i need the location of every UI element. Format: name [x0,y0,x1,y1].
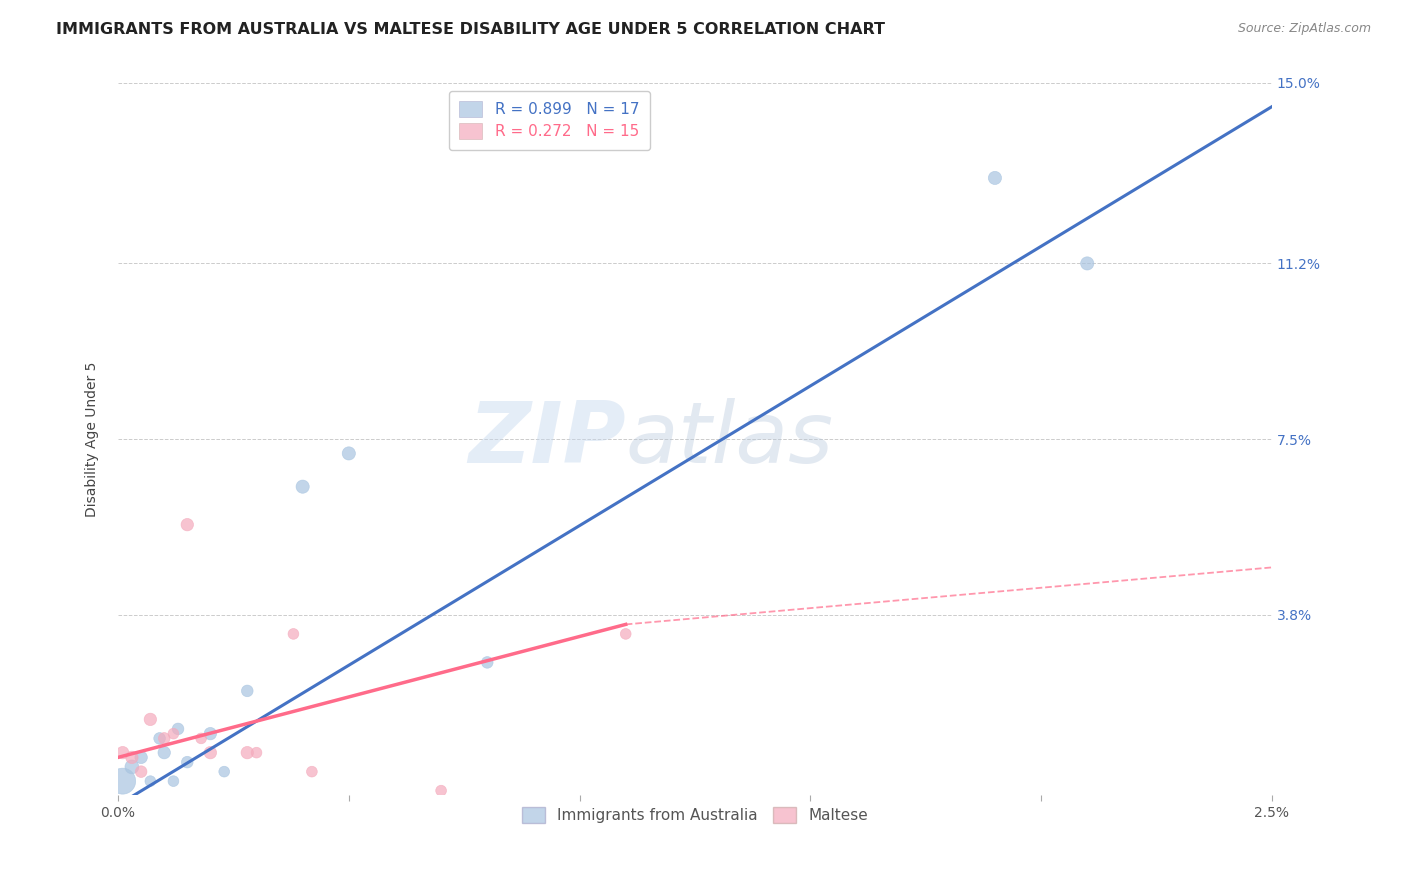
Point [121,760,143,774]
Point [149,731,172,746]
Legend: Immigrants from Australia, Maltese: Immigrants from Australia, Maltese [512,797,879,834]
Y-axis label: Disability Age Under 5: Disability Age Under 5 [86,361,100,516]
Point [245,746,267,760]
Point [153,746,176,760]
Text: Source: ZipAtlas.com: Source: ZipAtlas.com [1237,22,1371,36]
Point [129,764,152,779]
Point [200,726,222,740]
Text: IMMIGRANTS FROM AUSTRALIA VS MALTESE DISABILITY AGE UNDER 5 CORRELATION CHART: IMMIGRANTS FROM AUSTRALIA VS MALTESE DIS… [56,22,886,37]
Point [291,480,314,494]
Point [1076,256,1098,270]
Point [430,783,453,797]
Point [236,684,259,698]
Point [176,755,198,769]
Point [162,726,184,740]
Point [200,746,222,760]
Point [129,750,152,764]
Point [167,722,190,736]
Point [139,774,162,789]
Point [162,774,184,789]
Point [190,731,212,746]
Point [111,774,134,789]
Point [236,746,259,760]
Point [121,750,143,764]
Point [614,627,637,641]
Text: ZIP: ZIP [468,398,626,481]
Point [139,713,162,727]
Point [283,627,305,641]
Point [176,517,198,532]
Text: atlas: atlas [626,398,834,481]
Point [337,446,360,460]
Point [301,764,323,779]
Point [984,170,1007,185]
Point [477,656,499,670]
Point [153,731,176,746]
Point [212,764,235,779]
Point [111,746,134,760]
